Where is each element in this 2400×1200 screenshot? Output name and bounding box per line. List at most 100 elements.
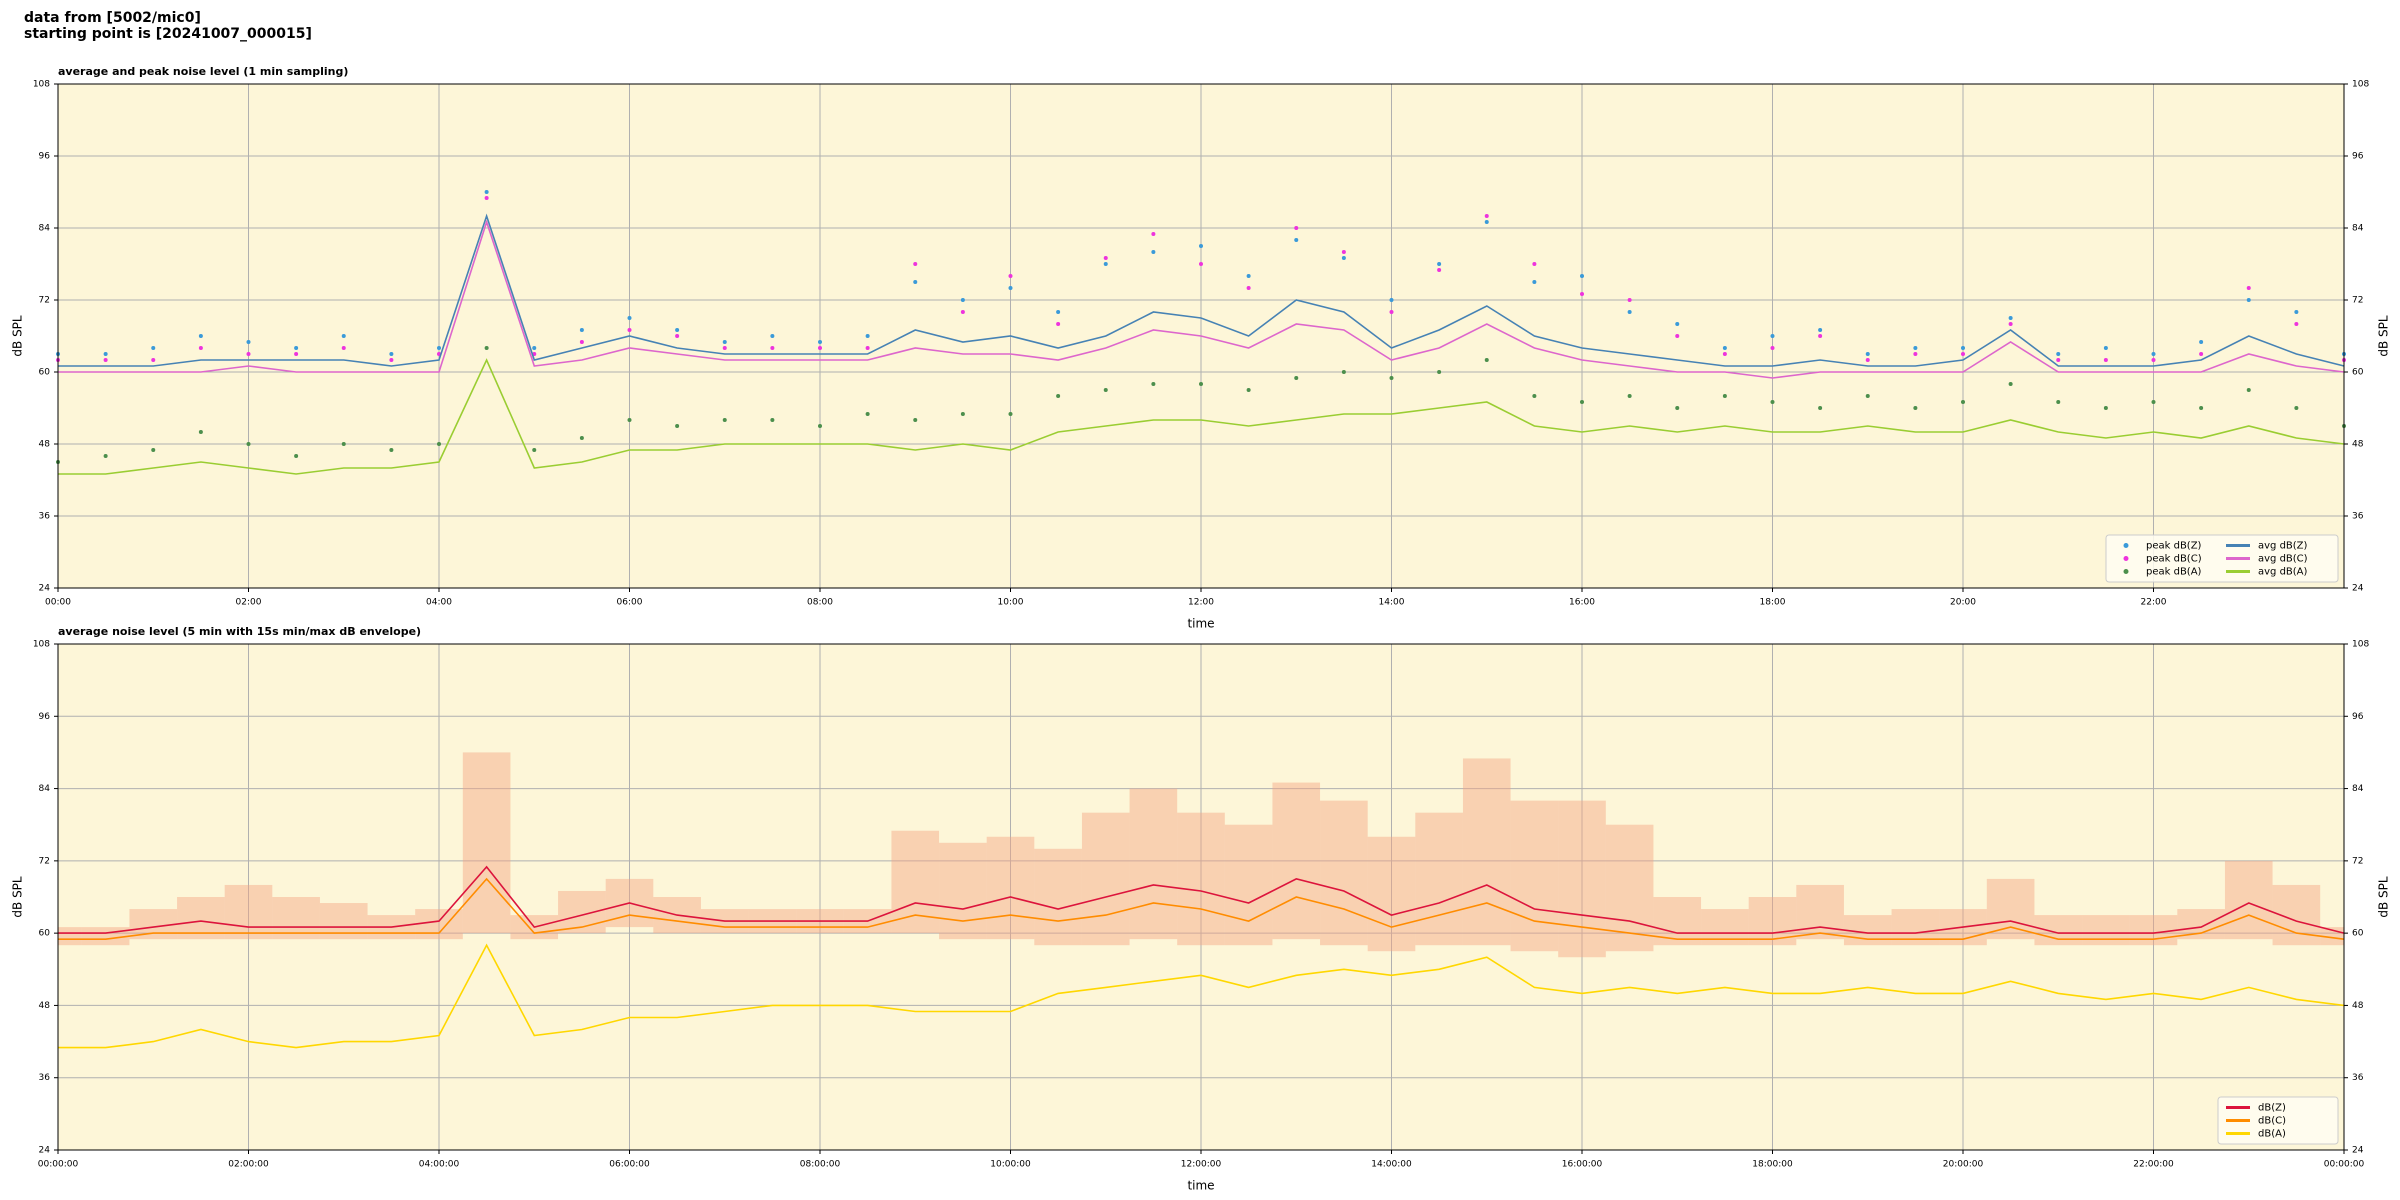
peak-point <box>103 352 108 356</box>
y-axis-label: dB SPL <box>11 876 25 918</box>
peak-point <box>1246 286 1251 290</box>
peak-point <box>1913 346 1918 350</box>
peak-point <box>2056 400 2061 404</box>
envelope-band <box>1129 788 1178 940</box>
peak-point <box>1961 346 1965 350</box>
peak-point <box>1103 262 1108 266</box>
y-axis-label: dB SPL <box>11 315 25 357</box>
peak-point <box>770 418 775 422</box>
x-tick-label: 06:00:00 <box>609 1160 650 1170</box>
peak-point <box>1056 394 1061 398</box>
peak-point <box>389 448 394 452</box>
peak-point <box>2103 406 2108 410</box>
y-tick-label: 84 <box>39 784 51 794</box>
y-tick-label: 36 <box>2352 512 2364 522</box>
peak-point <box>1484 214 1489 218</box>
peak-point <box>913 262 918 266</box>
envelope-band <box>2129 915 2178 946</box>
peak-point <box>960 310 965 314</box>
peak-point <box>1818 328 1823 332</box>
envelope-band <box>1558 800 1606 958</box>
series-line <box>58 219 2345 379</box>
x-tick-label: 22:00:00 <box>2133 1160 2174 1170</box>
envelope-band <box>1796 884 1844 940</box>
x-tick-label: 16:00:00 <box>1562 1160 1603 1170</box>
envelope-band <box>558 890 606 934</box>
y-tick-label: 24 <box>2352 584 2364 594</box>
peak-point <box>484 196 489 200</box>
peak-point <box>627 328 632 332</box>
envelope-band <box>1605 824 1654 952</box>
peak-point <box>1722 352 1727 356</box>
y-tick-label: 108 <box>2352 640 2369 650</box>
legend-swatch <box>2123 556 2129 561</box>
legend-label: peak dB(Z) <box>2146 541 2202 552</box>
peak-point <box>627 418 632 422</box>
peak-point <box>1341 250 1346 254</box>
envelope-band <box>272 897 320 940</box>
peak-point <box>2008 316 2013 320</box>
peak-point <box>818 340 822 344</box>
peak-point <box>770 334 775 338</box>
y-tick-label: 48 <box>2352 440 2364 450</box>
legend-swatch <box>2123 543 2129 548</box>
x-tick-label: 02:00:00 <box>228 1160 269 1170</box>
envelope-band <box>1177 812 1225 946</box>
y-tick-label: 72 <box>2352 296 2363 306</box>
peak-point <box>579 328 584 332</box>
peak-point <box>246 340 251 344</box>
y-tick-label: 60 <box>2352 929 2364 939</box>
envelope-band <box>1367 836 1416 952</box>
peak-point <box>1103 388 1108 392</box>
series-line <box>58 358 2345 475</box>
peak-point <box>2294 406 2299 410</box>
peak-point <box>1389 298 1394 302</box>
peak-point <box>1580 400 1584 404</box>
peak-point <box>1627 298 1632 302</box>
legend-label: peak dB(A) <box>2146 567 2202 578</box>
peak-point <box>341 334 346 338</box>
peak-point <box>1961 352 1965 356</box>
peak-point <box>818 346 822 350</box>
y-tick-label: 24 <box>39 584 51 594</box>
legend-label: avg dB(C) <box>2258 554 2308 565</box>
peak-point <box>437 442 441 446</box>
peak-point <box>198 334 203 338</box>
peak-point <box>2246 388 2251 392</box>
peak-point <box>2103 346 2108 350</box>
x-tick-label: 00:00 <box>45 598 71 608</box>
y-tick-label: 72 <box>2352 856 2363 866</box>
x-tick-label: 14:00:00 <box>1371 1160 1412 1170</box>
peak-point <box>103 358 108 362</box>
peak-point <box>1294 376 1299 380</box>
y-tick-label: 84 <box>2352 784 2364 794</box>
y-tick-label: 24 <box>2352 1146 2364 1156</box>
plot-frame <box>57 83 2345 589</box>
y-tick-label: 108 <box>33 640 50 650</box>
envelope-band <box>2082 915 2130 946</box>
envelope-band <box>462 752 511 934</box>
peak-point <box>1913 406 1918 410</box>
x-tick-label: 10:00 <box>998 598 1024 608</box>
peak-point <box>1389 310 1394 314</box>
legend-label: dB(A) <box>2258 1129 2286 1140</box>
peak-point <box>960 298 965 302</box>
peak-point <box>1627 394 1632 398</box>
legend-label: peak dB(C) <box>2146 554 2202 565</box>
peak-point <box>151 346 156 350</box>
peak-point <box>2246 298 2251 302</box>
peak-point <box>198 430 203 434</box>
x-tick-label: 22:00 <box>2141 598 2167 608</box>
peak-point <box>1675 322 1680 326</box>
peak-point <box>1865 352 1870 356</box>
legend-box <box>2105 534 2339 583</box>
x-tick-label: 00:00:00 <box>2324 1160 2365 1170</box>
peak-point <box>1199 244 1203 248</box>
peak-point <box>1199 382 1203 386</box>
envelope-band <box>224 884 273 940</box>
y-tick-label: 36 <box>39 1073 51 1083</box>
envelope-band <box>129 909 178 940</box>
series-line <box>58 213 2345 367</box>
y-tick-label: 96 <box>39 152 51 162</box>
